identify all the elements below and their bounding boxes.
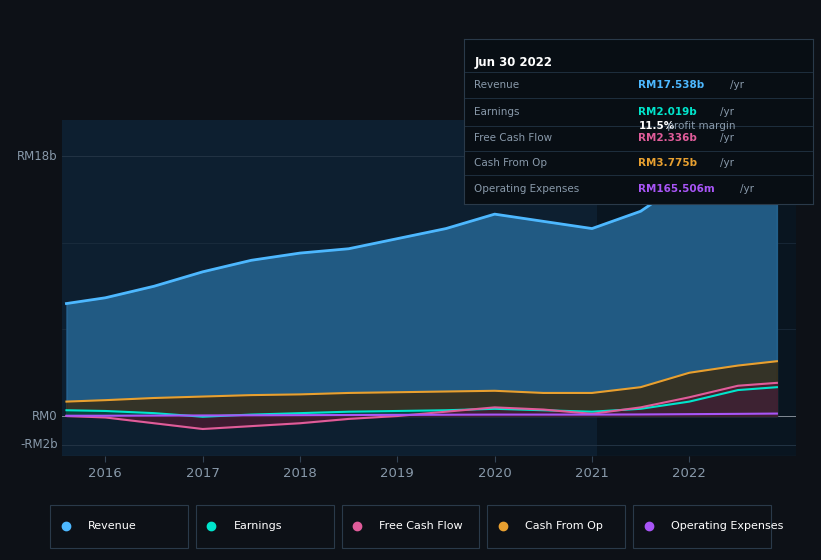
Text: profit margin: profit margin: [664, 121, 736, 131]
Text: 11.5%: 11.5%: [639, 121, 675, 131]
Text: Free Cash Flow: Free Cash Flow: [475, 133, 553, 143]
Bar: [597, 120, 796, 456]
Text: Earnings: Earnings: [233, 521, 282, 531]
Text: RM17.538b: RM17.538b: [639, 81, 704, 91]
Text: /yr: /yr: [730, 81, 744, 91]
Text: RM165.506m: RM165.506m: [639, 184, 715, 194]
Text: Operating Expenses: Operating Expenses: [671, 521, 783, 531]
FancyBboxPatch shape: [633, 505, 771, 548]
FancyBboxPatch shape: [195, 505, 333, 548]
Text: RM2.336b: RM2.336b: [639, 133, 697, 143]
Text: RM2.019b: RM2.019b: [639, 107, 697, 117]
Text: Operating Expenses: Operating Expenses: [475, 184, 580, 194]
FancyBboxPatch shape: [488, 505, 626, 548]
Text: RM3.775b: RM3.775b: [639, 158, 698, 168]
FancyBboxPatch shape: [50, 505, 188, 548]
Text: Revenue: Revenue: [475, 81, 520, 91]
Text: Cash From Op: Cash From Op: [475, 158, 548, 168]
Text: Earnings: Earnings: [475, 107, 520, 117]
Text: Cash From Op: Cash From Op: [525, 521, 603, 531]
Text: /yr: /yr: [720, 158, 734, 168]
FancyBboxPatch shape: [342, 505, 479, 548]
Text: Jun 30 2022: Jun 30 2022: [475, 56, 553, 69]
Text: -RM2b: -RM2b: [21, 438, 58, 451]
Text: /yr: /yr: [740, 184, 754, 194]
Text: RM18b: RM18b: [17, 150, 58, 163]
Text: RM0: RM0: [32, 409, 58, 423]
Text: Revenue: Revenue: [88, 521, 136, 531]
Text: Free Cash Flow: Free Cash Flow: [379, 521, 463, 531]
Text: /yr: /yr: [720, 107, 734, 117]
Text: /yr: /yr: [720, 133, 734, 143]
